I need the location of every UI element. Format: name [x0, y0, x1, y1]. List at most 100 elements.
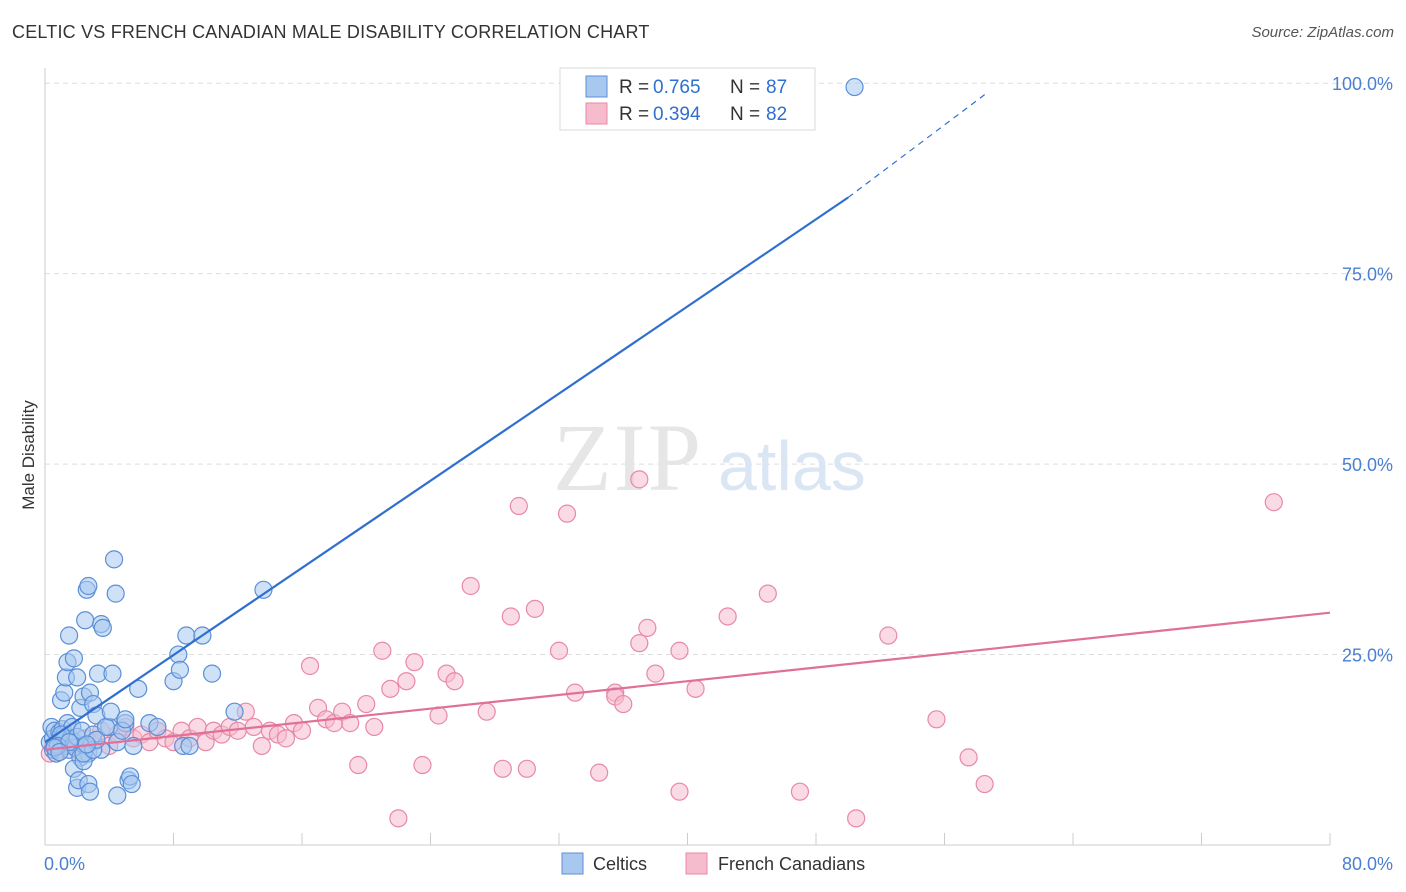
- legend-french-swatch: [585, 102, 608, 125]
- french-canadians-point: [509, 496, 528, 516]
- french-canadians-point: [389, 809, 408, 828]
- french-canadians-point: [758, 584, 777, 603]
- x-tick-label-max: 80.0%: [1342, 854, 1393, 874]
- french-canadians-point: [397, 672, 416, 691]
- legend-bottom-french-swatch: [685, 852, 708, 875]
- celtics-point: [116, 710, 135, 729]
- french-canadians-point: [790, 782, 810, 801]
- celtics-point: [104, 550, 124, 569]
- axis-layer: [44, 68, 1331, 846]
- watermark-atlas: atlas: [718, 427, 866, 505]
- french-canadians-point: [517, 759, 536, 778]
- legend-french-n-value: 82: [766, 104, 787, 125]
- legend-celtic-r-value: 0.765: [653, 77, 701, 98]
- celtics-trend-extension: [847, 94, 986, 198]
- celtics-point: [64, 649, 84, 668]
- french-canadians-point: [501, 607, 520, 626]
- french-canadians-point: [493, 759, 512, 778]
- french-canadians-point: [365, 717, 384, 737]
- celtics-point: [225, 702, 244, 721]
- celtics-point: [202, 664, 222, 683]
- legend-french-r-label: R =: [619, 104, 654, 125]
- chart-title: CELTIC VS FRENCH CANADIAN MALE DISABILIT…: [12, 22, 650, 42]
- trend-layer: [44, 94, 1331, 751]
- legend-bottom-celtic-label: Celtics: [593, 854, 647, 874]
- legend-celtic-n-value: 87: [766, 77, 787, 98]
- legend-celtic-n-label: N =: [730, 77, 765, 98]
- celtics-points: [40, 77, 864, 805]
- french-canadians-point: [373, 641, 392, 660]
- french-canadians-point: [718, 607, 737, 626]
- celtics-point: [79, 576, 98, 596]
- french-canadians-point: [461, 576, 480, 596]
- legend-bottom-celtic-swatch: [561, 852, 584, 875]
- french-canadians-point: [349, 755, 368, 775]
- celtics-point: [76, 611, 95, 630]
- french-canadians-point: [381, 679, 400, 698]
- legend-celtic-swatch: [585, 75, 608, 98]
- french-canadians-point: [959, 748, 978, 767]
- french-canadians-point: [670, 641, 689, 660]
- french-canadians-point: [927, 710, 946, 729]
- french-canadians-point: [630, 634, 649, 653]
- french-canadians-point: [638, 618, 657, 637]
- legend-french-n-label: N =: [730, 104, 765, 125]
- french-canadians-point: [429, 706, 448, 725]
- celtics-point: [129, 679, 148, 698]
- french-canadians-point: [405, 653, 424, 672]
- celtics-point: [180, 736, 199, 756]
- french-canadians-point: [276, 729, 296, 748]
- legend-celtic-r-label: R =: [619, 77, 654, 98]
- legend-bottom: Celtics French Canadians: [561, 852, 865, 875]
- legend-top: R = 0.765 N = 87 R = 0.394 N = 82: [559, 67, 816, 131]
- french-canadians-point: [300, 656, 320, 676]
- french-canadians-point: [670, 782, 689, 801]
- french-canadians-point: [341, 714, 360, 733]
- french-canadians-point: [1264, 493, 1283, 512]
- french-canadians-point: [413, 755, 432, 775]
- french-canadians-point: [252, 736, 271, 756]
- celtics-point: [68, 668, 87, 687]
- watermark: ZIP atlas: [553, 404, 866, 511]
- french-canadians-point: [525, 599, 545, 618]
- celtics-point: [59, 626, 79, 645]
- x-tick-label-min: 0.0%: [44, 854, 85, 874]
- y-tick-label: 50.0%: [1342, 455, 1393, 475]
- french-canadians-point: [686, 679, 705, 698]
- french-canadians-point: [357, 694, 376, 714]
- legend-bottom-french-label: French Canadians: [718, 854, 865, 874]
- french-canadians-point: [590, 763, 609, 782]
- french-canadians-point: [477, 702, 496, 721]
- french-canadians-points: [40, 470, 1283, 828]
- celtics-point: [254, 580, 273, 599]
- french-canadians-point: [630, 470, 649, 489]
- celtics-trend-line: [44, 196, 849, 744]
- y-tick-label: 25.0%: [1342, 646, 1393, 666]
- french-canadians-point: [975, 774, 994, 794]
- celtics-point: [106, 584, 125, 603]
- y-axis-label: Male Disability: [19, 400, 38, 510]
- french-canadians-point: [879, 626, 898, 645]
- celtics-point: [122, 774, 141, 794]
- grid-layer: 25.0% 50.0% 75.0% 100.0%: [45, 74, 1395, 666]
- celtics-point: [103, 664, 122, 683]
- celtics-point: [80, 782, 100, 801]
- french-canadians-point: [847, 809, 866, 828]
- french-canadians-point: [614, 694, 633, 714]
- celtics-point: [108, 786, 127, 805]
- french-canadians-trend-line: [44, 611, 1331, 751]
- celtics-point: [148, 717, 167, 737]
- french-canadians-point: [549, 641, 569, 660]
- legend-french-r-value: 0.394: [653, 104, 701, 125]
- y-tick-label: 100.0%: [1332, 74, 1393, 94]
- celtics-point: [93, 618, 112, 637]
- french-canadians-point: [646, 664, 665, 683]
- celtics-point: [55, 683, 74, 702]
- celtics-point: [170, 660, 190, 679]
- french-canadians-point: [557, 504, 577, 523]
- french-canadians-point: [445, 672, 464, 691]
- celtics-point: [101, 702, 120, 721]
- source-label: Source: ZipAtlas.com: [1251, 24, 1394, 41]
- celtics-point: [50, 742, 69, 762]
